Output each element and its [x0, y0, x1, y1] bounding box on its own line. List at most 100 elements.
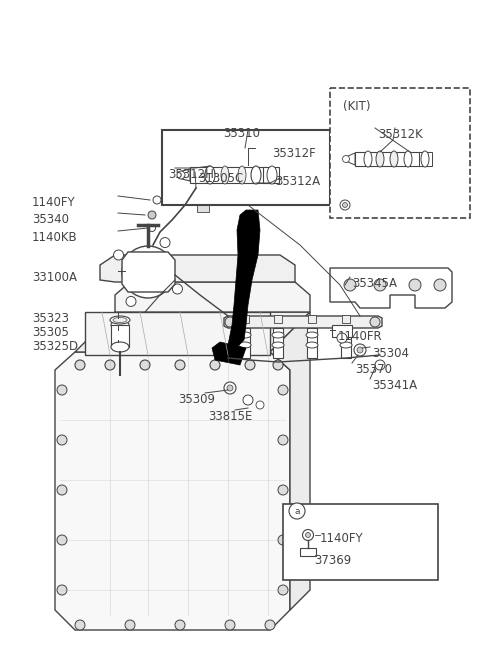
- Circle shape: [148, 224, 156, 232]
- Circle shape: [122, 246, 174, 298]
- Text: 35345A: 35345A: [352, 277, 397, 290]
- Circle shape: [225, 317, 235, 327]
- Ellipse shape: [239, 332, 251, 338]
- Ellipse shape: [267, 166, 277, 184]
- Bar: [274, 315, 282, 323]
- Circle shape: [57, 435, 67, 445]
- Text: 35312F: 35312F: [272, 147, 316, 160]
- Circle shape: [57, 585, 67, 595]
- Bar: [190, 167, 270, 183]
- Circle shape: [354, 344, 366, 356]
- Ellipse shape: [404, 151, 412, 167]
- Ellipse shape: [110, 316, 130, 324]
- Circle shape: [105, 360, 115, 370]
- Bar: [195, 192, 211, 204]
- Circle shape: [357, 347, 363, 353]
- Circle shape: [302, 529, 313, 541]
- Ellipse shape: [111, 320, 129, 330]
- Ellipse shape: [239, 342, 251, 348]
- Text: 35310: 35310: [223, 127, 260, 140]
- Bar: [308, 315, 316, 323]
- Bar: [240, 328, 250, 358]
- Circle shape: [245, 360, 255, 370]
- Circle shape: [225, 620, 235, 630]
- Circle shape: [172, 284, 182, 294]
- Ellipse shape: [272, 332, 284, 338]
- Circle shape: [210, 360, 220, 370]
- Circle shape: [175, 360, 185, 370]
- Ellipse shape: [113, 318, 127, 323]
- Ellipse shape: [364, 151, 372, 167]
- Polygon shape: [212, 342, 246, 365]
- Text: 35309: 35309: [178, 393, 215, 406]
- Circle shape: [273, 360, 283, 370]
- Circle shape: [126, 297, 136, 306]
- Bar: [307, 328, 317, 358]
- Text: a: a: [294, 506, 300, 516]
- Polygon shape: [122, 252, 175, 292]
- Circle shape: [57, 385, 67, 395]
- Text: 1140FY: 1140FY: [32, 196, 76, 209]
- Text: 35312A: 35312A: [275, 175, 320, 188]
- Bar: [332, 325, 352, 337]
- Circle shape: [140, 264, 156, 280]
- Circle shape: [243, 395, 253, 405]
- Circle shape: [340, 200, 350, 210]
- Ellipse shape: [340, 332, 352, 338]
- Polygon shape: [85, 312, 270, 355]
- Circle shape: [289, 503, 305, 519]
- Circle shape: [75, 360, 85, 370]
- Bar: [241, 315, 249, 323]
- Circle shape: [177, 171, 185, 179]
- Text: (KIT): (KIT): [343, 100, 371, 113]
- Circle shape: [344, 279, 356, 291]
- Polygon shape: [130, 255, 295, 282]
- Circle shape: [278, 435, 288, 445]
- Text: 35304: 35304: [372, 347, 409, 360]
- Ellipse shape: [421, 151, 429, 167]
- Circle shape: [140, 360, 150, 370]
- Polygon shape: [115, 282, 310, 312]
- Text: 31305C: 31305C: [198, 172, 243, 185]
- Circle shape: [125, 620, 135, 630]
- Text: 37369: 37369: [314, 554, 351, 567]
- Ellipse shape: [390, 151, 398, 167]
- Polygon shape: [100, 255, 130, 282]
- Circle shape: [305, 533, 311, 537]
- Bar: [263, 167, 279, 183]
- Bar: [300, 548, 316, 556]
- Polygon shape: [228, 210, 260, 348]
- Circle shape: [192, 184, 200, 192]
- Polygon shape: [224, 316, 382, 328]
- Circle shape: [370, 317, 380, 327]
- Circle shape: [343, 203, 348, 207]
- Polygon shape: [270, 312, 310, 610]
- Bar: [419, 152, 432, 166]
- Circle shape: [278, 485, 288, 495]
- Polygon shape: [346, 153, 355, 165]
- Ellipse shape: [340, 342, 352, 348]
- Circle shape: [278, 535, 288, 545]
- Text: 35325D: 35325D: [32, 340, 78, 353]
- Text: 33815E: 33815E: [208, 410, 252, 423]
- Circle shape: [409, 279, 421, 291]
- Circle shape: [57, 535, 67, 545]
- Circle shape: [224, 382, 236, 394]
- Text: 33100A: 33100A: [32, 271, 77, 284]
- Ellipse shape: [272, 342, 284, 348]
- Ellipse shape: [238, 166, 246, 184]
- Circle shape: [434, 279, 446, 291]
- Polygon shape: [330, 268, 452, 308]
- Circle shape: [57, 485, 67, 495]
- Circle shape: [278, 385, 288, 395]
- Ellipse shape: [376, 151, 384, 167]
- Polygon shape: [75, 312, 310, 352]
- Ellipse shape: [205, 166, 215, 184]
- Text: 1140FR: 1140FR: [338, 330, 383, 343]
- Text: 35323: 35323: [32, 312, 69, 325]
- Circle shape: [148, 211, 156, 219]
- Bar: [197, 204, 209, 212]
- Text: 35341A: 35341A: [372, 379, 417, 392]
- Bar: [341, 328, 351, 358]
- Circle shape: [278, 585, 288, 595]
